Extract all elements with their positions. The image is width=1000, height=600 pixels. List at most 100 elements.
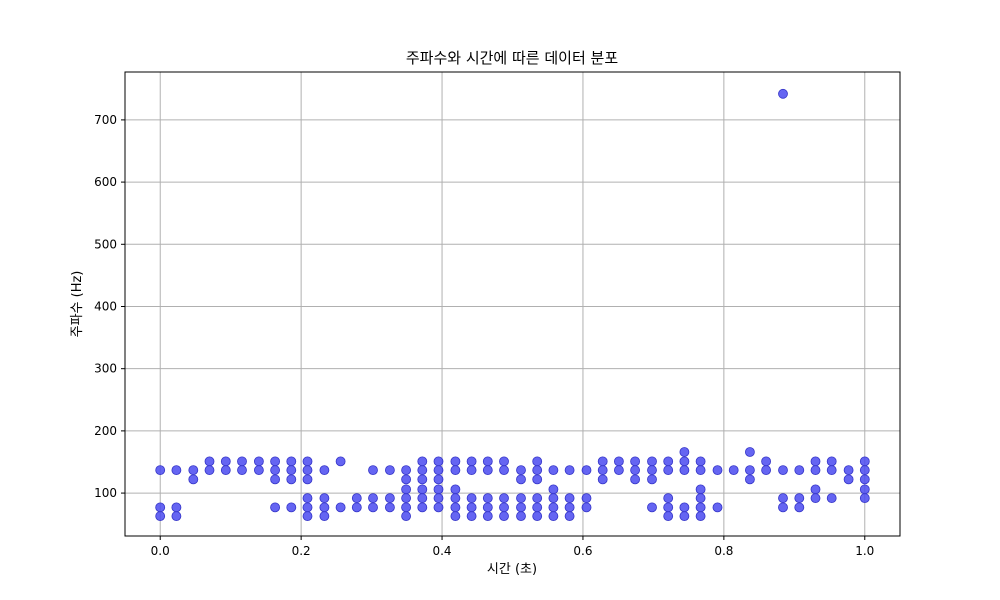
data-point	[237, 465, 247, 476]
data-point	[270, 502, 281, 513]
data-point	[532, 456, 543, 467]
data-point	[433, 502, 444, 513]
data-point	[859, 493, 870, 504]
data-point	[302, 474, 313, 485]
data-point	[532, 511, 543, 521]
y-tick-label: 100	[94, 486, 117, 500]
data-point	[433, 465, 444, 476]
data-point	[826, 465, 837, 476]
data-point	[384, 465, 395, 476]
data-point	[778, 493, 788, 504]
data-point	[417, 456, 428, 467]
data-point	[728, 465, 739, 476]
data-point	[368, 502, 378, 513]
data-point	[450, 502, 461, 513]
data-point	[810, 465, 821, 476]
data-point	[401, 511, 412, 521]
data-point	[433, 456, 444, 467]
data-point	[401, 484, 412, 495]
data-point	[810, 493, 821, 504]
data-point	[155, 465, 166, 476]
data-point	[843, 465, 854, 476]
data-point	[220, 465, 231, 476]
data-point	[466, 456, 477, 467]
data-point	[810, 456, 821, 467]
data-point	[188, 465, 199, 476]
data-point	[417, 465, 428, 476]
data-point	[302, 502, 313, 513]
data-point	[597, 465, 608, 476]
data-point	[171, 511, 182, 521]
data-point	[368, 465, 378, 476]
data-points	[155, 88, 870, 521]
data-point	[286, 456, 297, 467]
data-point	[647, 474, 657, 485]
data-point	[794, 502, 805, 513]
data-point	[417, 474, 428, 485]
data-point	[401, 474, 412, 485]
data-point	[482, 511, 493, 521]
x-tick-label: 0.6	[573, 544, 592, 558]
data-point	[433, 474, 444, 485]
data-point	[155, 511, 166, 521]
y-axis-ticks: 100 200 300 400 500 600 700	[94, 113, 125, 500]
data-point	[482, 456, 493, 467]
data-point	[204, 465, 215, 476]
x-tick-label: 1.0	[855, 544, 874, 558]
data-point	[647, 456, 657, 467]
data-point	[220, 456, 231, 467]
data-point	[319, 511, 330, 521]
data-point	[286, 474, 297, 485]
y-tick-label: 300	[94, 362, 117, 376]
data-point	[417, 493, 428, 504]
data-point	[712, 465, 723, 476]
y-tick-label: 500	[94, 237, 117, 251]
data-point	[450, 484, 461, 495]
data-point	[564, 511, 575, 521]
data-point	[516, 511, 526, 521]
data-point	[401, 465, 412, 476]
data-point	[302, 456, 313, 467]
data-point	[270, 474, 281, 485]
data-point	[663, 493, 674, 504]
data-point	[778, 502, 788, 513]
data-point	[532, 493, 543, 504]
data-point	[647, 465, 657, 476]
data-point	[532, 502, 543, 513]
y-tick-label: 700	[94, 113, 117, 127]
plot-frame	[124, 71, 901, 537]
data-point	[499, 493, 509, 504]
data-point	[564, 502, 575, 513]
data-point	[302, 465, 313, 476]
y-tick-label: 400	[94, 299, 117, 313]
data-point	[319, 493, 330, 504]
data-point	[286, 502, 297, 513]
data-point	[745, 447, 755, 457]
data-point	[859, 465, 870, 476]
data-point	[516, 493, 526, 504]
x-tick-label: 0.2	[292, 544, 311, 558]
data-point	[171, 465, 182, 476]
data-point	[516, 502, 526, 513]
data-point	[630, 456, 640, 467]
data-point	[368, 493, 378, 504]
data-point	[745, 474, 755, 485]
data-point	[499, 465, 509, 476]
data-point	[679, 502, 690, 513]
data-point	[614, 465, 624, 476]
data-point	[794, 493, 805, 504]
data-point	[778, 88, 788, 99]
data-point	[843, 474, 854, 485]
data-point	[810, 484, 821, 495]
data-point	[433, 484, 444, 495]
data-point	[581, 465, 592, 476]
data-point	[532, 465, 543, 476]
data-point	[450, 465, 461, 476]
x-axis-ticks: 0.0 0.2 0.4 0.6 0.8 1.0	[151, 536, 874, 558]
data-point	[171, 502, 182, 513]
data-point	[466, 465, 477, 476]
data-point	[548, 465, 559, 476]
data-point	[663, 511, 674, 521]
data-point	[597, 456, 608, 467]
